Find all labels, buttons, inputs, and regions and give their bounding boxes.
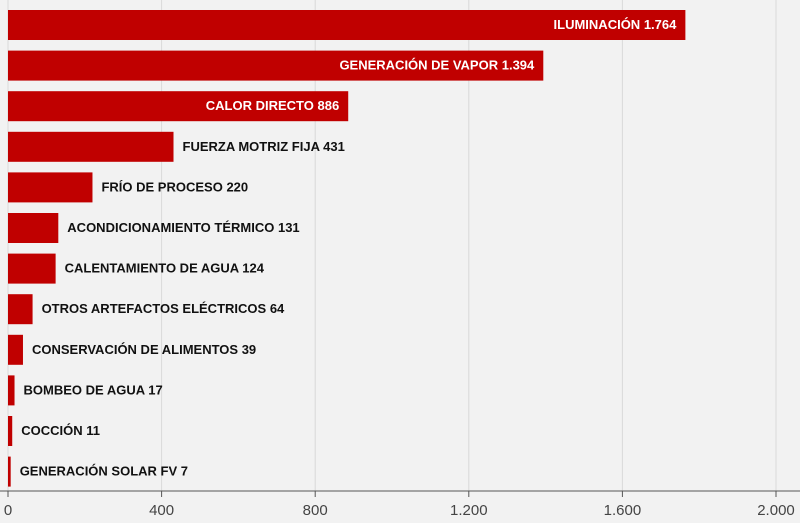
x-tick-label: 800 (303, 502, 328, 519)
data-label: GENERACIÓN DE VAPOR 1.394 (339, 58, 535, 73)
x-tick-label: 1.600 (604, 502, 642, 519)
value-label: 220 (226, 180, 248, 195)
bar (8, 416, 13, 446)
x-tick-label: 1.200 (450, 502, 488, 519)
category-label: CALOR DIRECTO (206, 99, 314, 114)
bar (8, 456, 11, 487)
data-label: GENERACIÓN SOLAR FV 7 (20, 464, 188, 479)
bar (8, 172, 93, 203)
bar (8, 253, 56, 284)
value-label: 431 (323, 139, 345, 154)
category-label: GENERACIÓN DE VAPOR (339, 58, 498, 73)
bar (8, 375, 15, 406)
value-label: 64 (270, 302, 285, 317)
bar (8, 91, 349, 122)
data-label: FUERZA MOTRIZ FIJA 431 (183, 139, 345, 154)
data-label: ILUMINACIÓN 1.764 (554, 17, 678, 32)
bar (8, 294, 33, 325)
category-label: FRÍO DE PROCESO (101, 180, 222, 195)
category-label: ACONDICIONAMIENTO TÉRMICO (67, 220, 274, 235)
category-label: OTROS ARTEFACTOS ELÉCTRICOS (42, 302, 267, 317)
value-label: 39 (242, 342, 256, 357)
bar (8, 131, 174, 162)
data-label: OTROS ARTEFACTOS ELÉCTRICOS 64 (42, 302, 285, 317)
category-label: CALENTAMIENTO DE AGUA (65, 261, 240, 276)
value-label: 124 (242, 261, 264, 276)
data-label: CONSERVACIÓN DE ALIMENTOS 39 (32, 342, 256, 357)
data-label: COCCIÓN 11 (21, 423, 100, 438)
x-tick-label: 400 (149, 502, 174, 519)
value-label: 17 (148, 383, 162, 398)
x-tick-label: 2.000 (757, 502, 795, 519)
data-label: CALENTAMIENTO DE AGUA 124 (65, 261, 265, 276)
data-label: CALOR DIRECTO 886 (206, 99, 339, 114)
data-label: ACONDICIONAMIENTO TÉRMICO 131 (67, 220, 299, 235)
category-label: CONSERVACIÓN DE ALIMENTOS (32, 342, 238, 357)
value-label: 11 (86, 423, 100, 438)
category-label: FUERZA MOTRIZ FIJA (183, 139, 321, 154)
category-label: ILUMINACIÓN (554, 17, 641, 32)
category-label: GENERACIÓN SOLAR FV (20, 464, 178, 479)
data-label: BOMBEO DE AGUA 17 (24, 383, 163, 398)
value-label: 1.394 (502, 58, 535, 73)
bar (8, 50, 544, 81)
value-label: 1.764 (644, 17, 677, 32)
bar (8, 334, 23, 365)
bar (8, 213, 59, 243)
value-label: 7 (181, 464, 188, 479)
x-tick-label: 0 (4, 502, 12, 519)
category-label: BOMBEO DE AGUA (24, 383, 146, 398)
bar (8, 10, 686, 40)
value-label: 131 (278, 220, 300, 235)
data-label: FRÍO DE PROCESO 220 (101, 180, 248, 195)
value-label: 886 (318, 99, 340, 114)
category-label: COCCIÓN (21, 423, 82, 438)
